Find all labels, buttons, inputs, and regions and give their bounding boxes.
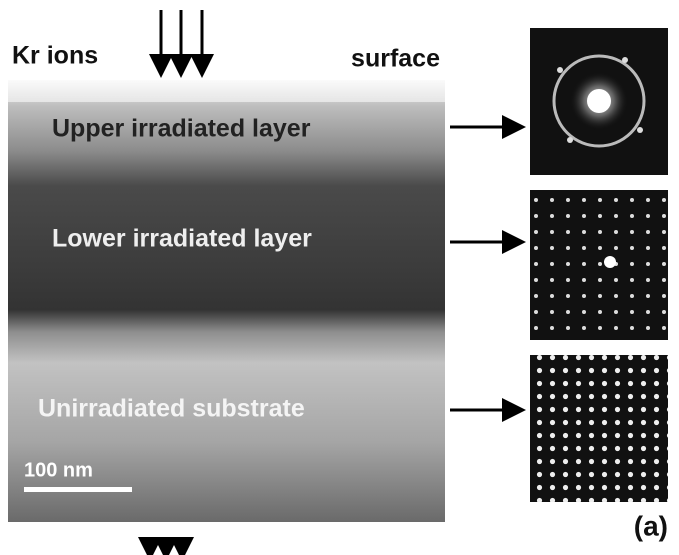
panel-label: (a) [634,510,668,541]
scale-bar-label: 100 nm [24,459,93,481]
figure: Kr ions surface Upper irradiated layer L… [0,0,679,555]
scale-bar [24,487,132,492]
surface-label: surface [351,45,440,73]
beam-label: Kr ions [12,42,98,70]
layer-label: Upper irradiated layer [52,115,311,143]
diffraction-pattern [530,190,668,340]
diffraction-pattern [530,28,668,175]
layer-label: Lower irradiated layer [52,225,312,253]
layer-label: Unirradiated substrate [38,395,305,423]
micrograph [8,80,445,522]
pointer-arrows [450,127,520,410]
diffraction-pattern [530,355,668,502]
